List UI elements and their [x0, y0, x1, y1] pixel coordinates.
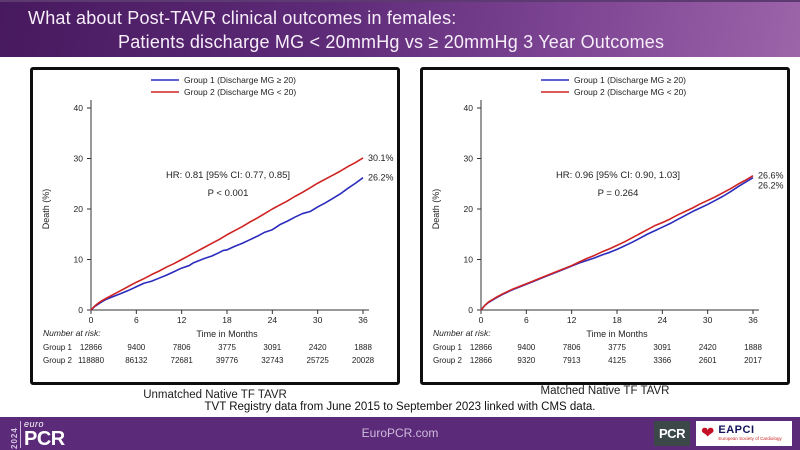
svg-text:1888: 1888 [354, 343, 372, 352]
svg-text:7806: 7806 [563, 343, 581, 352]
svg-text:36: 36 [358, 315, 368, 325]
caption-matched: Matched Native TF TAVR [540, 385, 670, 397]
svg-text:2017: 2017 [744, 356, 762, 365]
europcr-logo-euro: euro [24, 419, 45, 429]
footer-bar: 2024 euro PCR EuroPCR.com PCR ❤ EAPCI Eu… [0, 417, 800, 450]
svg-text:10: 10 [464, 255, 474, 265]
svg-text:2601: 2601 [699, 356, 717, 365]
svg-text:1888: 1888 [744, 343, 762, 352]
svg-text:30: 30 [464, 154, 474, 164]
svg-text:Group 1: Group 1 [43, 343, 72, 352]
svg-text:Group 2 (Discharge MG < 20): Group 2 (Discharge MG < 20) [574, 87, 686, 97]
svg-text:2420: 2420 [309, 343, 327, 352]
svg-text:4125: 4125 [608, 356, 626, 365]
europcr-logo-pcr: PCR [24, 428, 65, 450]
svg-text:Group 1 (Discharge MG ≥ 20): Group 1 (Discharge MG ≥ 20) [574, 75, 686, 85]
svg-text:72681: 72681 [171, 356, 194, 365]
svg-text:Death (%): Death (%) [41, 189, 51, 230]
svg-text:20: 20 [464, 204, 474, 214]
svg-text:Number at risk:: Number at risk: [433, 328, 491, 338]
svg-text:7806: 7806 [173, 343, 191, 352]
svg-text:26.2%: 26.2% [368, 173, 394, 183]
svg-text:7913: 7913 [563, 356, 581, 365]
chart-panel-unmatched: 0 10 20 30 40 0 6 12 18 24 30 36 Death (%) Time in Mo… [30, 67, 400, 385]
svg-text:26.6%: 26.6% [758, 171, 784, 181]
svg-text:12866: 12866 [470, 343, 493, 352]
svg-text:12: 12 [177, 315, 187, 325]
svg-text:2420: 2420 [699, 343, 717, 352]
eapci-logo-name: EAPCI [718, 424, 755, 437]
svg-text:9400: 9400 [517, 343, 535, 352]
svg-text:HR: 0.81 [95% CI: 0.77, 0.85]: HR: 0.81 [95% CI: 0.77, 0.85] [166, 170, 290, 181]
footer-logos-right: PCR ❤ EAPCI European Society of Cardiolo… [654, 421, 792, 446]
slide-header: What about Post-TAVR clinical outcomes i… [0, 0, 800, 57]
svg-text:20028: 20028 [352, 356, 375, 365]
europcr-logo: 2024 euro PCR [8, 419, 65, 450]
svg-text:Death (%): Death (%) [431, 189, 441, 230]
km-chart-unmatched: 0 10 20 30 40 0 6 12 18 24 30 36 Death (%) Time in Mo… [41, 75, 394, 365]
svg-text:0: 0 [479, 315, 484, 325]
svg-text:39776: 39776 [216, 356, 239, 365]
svg-text:3775: 3775 [218, 343, 236, 352]
svg-text:P = 0.264: P = 0.264 [598, 188, 639, 199]
svg-text:3366: 3366 [653, 356, 671, 365]
svg-text:9320: 9320 [517, 356, 535, 365]
svg-text:Time in Months: Time in Months [196, 329, 258, 339]
svg-text:0: 0 [78, 305, 83, 315]
svg-text:Group 1 (Discharge MG ≥ 20): Group 1 (Discharge MG ≥ 20) [184, 75, 296, 85]
svg-text:86132: 86132 [125, 356, 148, 365]
svg-text:26.2%: 26.2% [758, 181, 784, 191]
svg-text:24: 24 [658, 315, 668, 325]
svg-text:Group 2: Group 2 [433, 356, 462, 365]
svg-text:30: 30 [313, 315, 323, 325]
svg-text:Time in Months: Time in Months [586, 329, 648, 339]
svg-text:0: 0 [468, 305, 473, 315]
svg-text:12: 12 [567, 315, 577, 325]
svg-text:30: 30 [703, 315, 713, 325]
svg-text:30: 30 [74, 154, 84, 164]
svg-text:18: 18 [222, 315, 232, 325]
slide-title-line1: What about Post-TAVR clinical outcomes i… [28, 8, 457, 28]
svg-text:40: 40 [464, 103, 474, 113]
svg-text:10: 10 [74, 255, 84, 265]
svg-text:24: 24 [268, 315, 278, 325]
svg-text:118880: 118880 [78, 356, 105, 365]
svg-text:20: 20 [74, 204, 84, 214]
svg-text:P < 0.001: P < 0.001 [208, 188, 249, 199]
svg-text:30.1%: 30.1% [368, 153, 394, 163]
svg-text:Group 2 (Discharge MG < 20): Group 2 (Discharge MG < 20) [184, 87, 296, 97]
svg-text:0: 0 [89, 315, 94, 325]
svg-text:32743: 32743 [261, 356, 284, 365]
svg-text:3775: 3775 [608, 343, 626, 352]
svg-text:3091: 3091 [263, 343, 281, 352]
source-note: TVT Registry data from June 2015 to Sept… [204, 401, 596, 413]
pcr-badge-logo: PCR [654, 421, 690, 446]
svg-text:Group 1: Group 1 [433, 343, 462, 352]
eapci-logo: ❤ EAPCI European Society of Cardiology [696, 421, 792, 446]
svg-text:12866: 12866 [470, 356, 493, 365]
slide-title-line2: Patients discharge MG < 20mmHg vs ≥ 20mm… [118, 32, 665, 52]
svg-text:9400: 9400 [127, 343, 145, 352]
svg-text:36: 36 [748, 315, 758, 325]
svg-text:Number at risk:: Number at risk: [43, 328, 101, 338]
eapci-logo-subtext: European Society of Cardiology [718, 436, 782, 442]
svg-text:3091: 3091 [653, 343, 671, 352]
km-chart-matched: 0 10 20 30 40 0 6 12 18 24 30 36 Death (%) Time in Mo… [431, 75, 784, 365]
svg-text:18: 18 [612, 315, 622, 325]
caption-unmatched: Unmatched Native TF TAVR [143, 389, 287, 401]
svg-text:Group 2: Group 2 [43, 356, 72, 365]
europcr-logo-divider [20, 421, 21, 448]
heart-icon: ❤ [701, 424, 715, 442]
svg-text:6: 6 [524, 315, 529, 325]
svg-text:HR: 0.96 [95% CI: 0.90, 1.03]: HR: 0.96 [95% CI: 0.90, 1.03] [556, 170, 680, 181]
chart-panel-matched: 0 10 20 30 40 0 6 12 18 24 30 36 Death (%) Time in Mo… [420, 67, 790, 385]
svg-text:12866: 12866 [80, 343, 103, 352]
svg-text:40: 40 [74, 103, 84, 113]
footer-website: EuroPCR.com [361, 426, 439, 440]
svg-text:25725: 25725 [307, 356, 330, 365]
svg-text:6: 6 [134, 315, 139, 325]
